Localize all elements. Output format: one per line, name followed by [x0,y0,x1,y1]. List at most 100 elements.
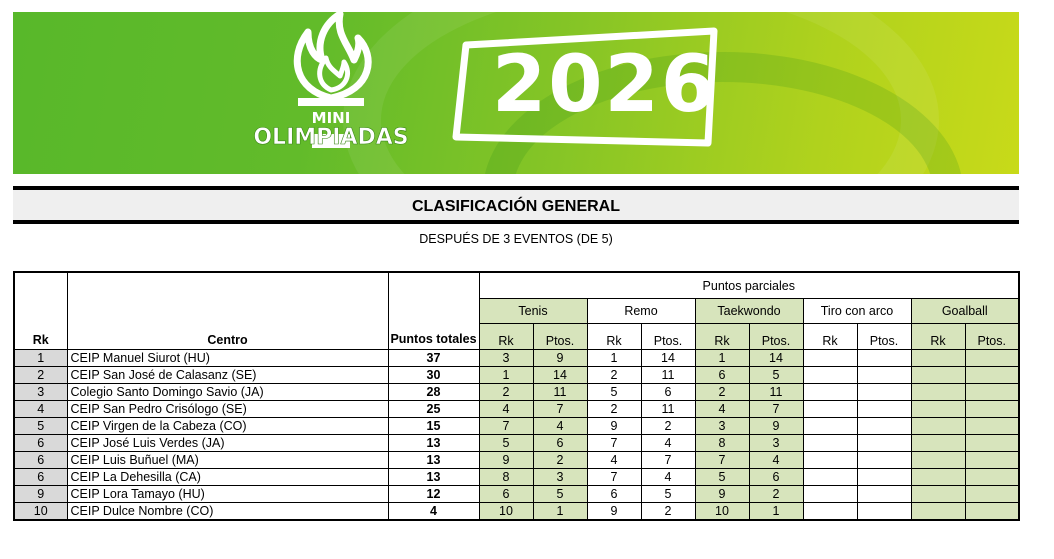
subheader-points: Ptos. [964,323,1020,350]
subheader-points: Ptos. [640,323,696,350]
page-title: CLASIFICACIÓN GENERAL [412,198,620,215]
event-header: Tiro con arco [802,298,912,324]
event-points-cell [964,366,1020,384]
table-row: 10 CEIP Dulce Nombre (CO) 4 10 1 9 2 10 1 [13,502,1020,521]
event-rank-cell: 7 [586,434,642,452]
rank-cell: 6 [13,434,68,452]
event-rank-cell: 7 [694,451,750,469]
title-band: CLASIFICACIÓN GENERAL [13,186,1019,224]
rank-cell: 4 [13,400,68,418]
event-points-cell: 3 [532,468,588,486]
event-points-cell: 2 [640,502,696,521]
header-total-points: Puntos totales [387,271,480,350]
event-points-cell: 9 [748,417,804,435]
event-points-cell [964,349,1020,367]
header-partial-points: Puntos parciales [478,271,1020,299]
event-points-cell: 7 [532,400,588,418]
event-rank-cell [802,383,858,401]
event-points-cell: 3 [748,434,804,452]
event-rank-cell: 3 [478,349,534,367]
rank-cell: 1 [13,349,68,367]
event-rank-cell [802,417,858,435]
event-points-cell [856,349,912,367]
total-points-cell: 12 [387,485,480,503]
event-rank-cell [910,468,966,486]
event-rank-cell [910,417,966,435]
event-rank-cell: 2 [586,400,642,418]
subheader-rank: Rk [910,323,966,350]
event-rank-cell: 2 [586,366,642,384]
event-rank-cell: 5 [586,383,642,401]
event-points-cell: 7 [640,451,696,469]
event-rank-cell: 4 [586,451,642,469]
event-rank-cell: 9 [586,502,642,521]
event-points-cell: 14 [640,349,696,367]
year-label: 2026 [492,40,718,130]
event-rank-cell [802,502,858,521]
event-rank-cell: 9 [694,485,750,503]
rank-cell: 10 [13,502,68,521]
event-points-cell: 11 [640,400,696,418]
event-points-cell [964,417,1020,435]
table-row: 6 CEIP José Luis Verdes (JA) 13 5 6 7 4 8 3 [13,434,1020,452]
event-points-cell: 2 [748,485,804,503]
logo-text-olimpiadas: OLIMPIADAS [253,125,408,150]
event-rank-cell: 1 [586,349,642,367]
header-rank: Rk [13,271,68,350]
event-rank-cell: 2 [694,383,750,401]
event-rank-cell: 5 [694,468,750,486]
total-points-cell: 37 [387,349,480,367]
event-points-cell: 6 [640,383,696,401]
event-points-cell: 4 [640,468,696,486]
event-rank-cell [802,485,858,503]
event-rank-cell [802,451,858,469]
event-rank-cell: 8 [694,434,750,452]
event-rank-cell: 7 [478,417,534,435]
event-points-cell: 11 [532,383,588,401]
subheader-points: Ptos. [748,323,804,350]
table-row: 4 CEIP San Pedro Crisólogo (SE) 25 4 7 2 11 4 7 [13,400,1020,418]
page-subtitle: DESPUÉS DE 3 EVENTOS (DE 5) [419,232,613,246]
center-name-cell: CEIP San José de Calasanz (SE) [66,366,389,384]
event-points-cell: 5 [640,485,696,503]
event-points-cell: 11 [748,383,804,401]
event-rank-cell: 2 [478,383,534,401]
event-rank-cell [910,485,966,503]
event-points-cell [856,383,912,401]
total-points-cell: 15 [387,417,480,435]
standings-table: Rk Centro Puntos totales Puntos parciale… [13,271,1020,521]
center-name-cell: CEIP José Luis Verdes (JA) [66,434,389,452]
event-points-cell: 6 [532,434,588,452]
event-points-cell: 4 [640,434,696,452]
event-rank-cell: 3 [694,417,750,435]
event-rank-cell: 1 [694,349,750,367]
center-name-cell: CEIP Virgen de la Cabeza (CO) [66,417,389,435]
center-name-cell: Colegio Santo Domingo Savio (JA) [66,383,389,401]
event-rank-cell: 6 [478,485,534,503]
event-points-cell [856,502,912,521]
event-header: Goalball [910,298,1020,324]
event-points-cell [964,434,1020,452]
event-points-cell [856,451,912,469]
event-rank-cell: 10 [478,502,534,521]
total-points-cell: 13 [387,434,480,452]
subheader-points: Ptos. [856,323,912,350]
table-row: 6 CEIP Luis Buñuel (MA) 13 9 2 4 7 7 4 [13,451,1020,469]
event-rank-cell: 10 [694,502,750,521]
center-name-cell: CEIP San Pedro Crisólogo (SE) [66,400,389,418]
event-points-cell [856,485,912,503]
event-rank-cell: 9 [478,451,534,469]
event-rank-cell [802,349,858,367]
event-rank-cell [802,400,858,418]
event-rank-cell [802,468,858,486]
event-header: Taekwondo [694,298,804,324]
event-points-cell [856,468,912,486]
event-points-cell: 4 [748,451,804,469]
rank-cell: 9 [13,485,68,503]
header-center: Centro [66,271,389,350]
event-points-cell: 5 [748,366,804,384]
subheader-rank: Rk [586,323,642,350]
center-name-cell: CEIP Lora Tamayo (HU) [66,485,389,503]
event-rank-cell [910,400,966,418]
event-rank-cell [802,434,858,452]
